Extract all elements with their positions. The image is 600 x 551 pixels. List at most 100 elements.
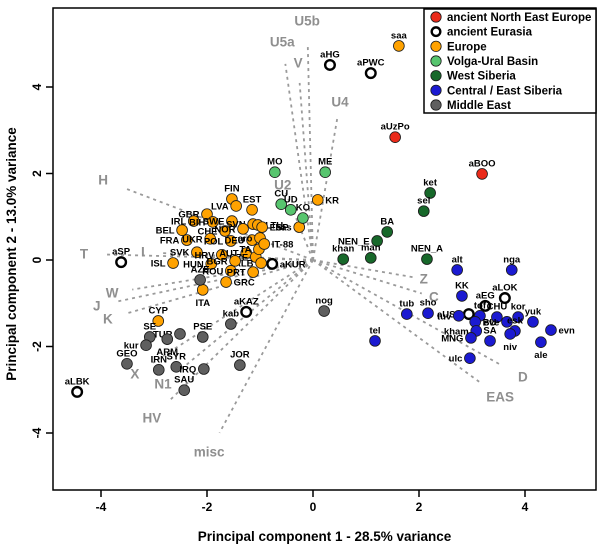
data-point-IT-88 [258,238,271,250]
data-point-label-SA: SA [483,325,496,336]
data-point-PRT [247,266,259,278]
data-point-evn [545,324,557,336]
loading-label-W: W [106,285,119,300]
data-point-JOR [234,359,246,371]
loading-label-EAS: EAS [486,390,514,405]
data-point-label-IRL: IRL [171,217,187,228]
data-point-KR [311,194,324,206]
x-tick-label: 2 [416,500,423,514]
data-point-label-JOR: JOR [230,350,250,361]
data-point-label-FIN: FIN [224,184,239,195]
data-point-label-BEL: BEL [156,226,175,237]
data-point-SA [484,335,496,347]
data-point-label-SVN: SVN [226,220,246,231]
x-tick-label: 4 [522,500,529,514]
data-point-UD [284,204,297,216]
data-point-AZE [194,274,206,286]
data-point-label-bas: bas [275,223,291,234]
legend-item-label: ancient Eurasia [447,27,533,39]
data-point-NOR [237,223,249,235]
legend-item-label: Europe [447,41,487,53]
data-point-aKAZ [240,305,253,318]
data-point-label-ket: ket [423,177,438,188]
data-point-label-aKAZ: aKAZ [234,296,259,307]
data-point-label-LVA: LVA [211,201,229,212]
data-point-UKR [204,233,216,245]
data-point-ulc [464,352,476,364]
data-point-aBOO [476,168,488,180]
loading-label-K: K [103,311,113,326]
data-point-label-MO: MO [267,157,282,168]
data-point-label-aPWC: aPWC [357,58,385,69]
legend-marker-open [430,26,442,38]
loading-labels: U5b U5a V U4 U2 H T I WJK X N1 HV misc ZC D EAS [80,13,528,459]
data-point-ket [424,187,436,199]
data-point-nga [505,264,518,276]
data-point-kab [225,318,237,330]
loading-label-D: D [518,370,528,385]
data-point-niv [504,328,516,340]
legend-item-label: ancient North East Europe [447,12,591,24]
legend-item-label: Central / East Siberia [447,85,563,97]
loading-label-J: J [93,298,101,313]
data-point-label-SYR: SYR [166,351,186,362]
data-point-BGR [229,255,241,267]
loading-label-Z: Z [420,272,428,287]
legend-marker [430,11,442,23]
loading-label-X: X [130,367,139,382]
loading-label-U5b: U5b [294,13,320,28]
data-point-label-LTU: LTU [265,220,283,231]
data-point-label-aKUR: aKUR [280,259,306,270]
data-point-label-aEG: aEG [476,290,495,301]
data-point-ale [535,336,547,348]
loading-line-I [159,252,314,261]
data-point-label-KK: KK [455,280,469,291]
data-point-HRV [216,249,228,261]
data-point-label-aSP: aSP [112,247,131,258]
data-point-label-nog: nog [315,296,333,307]
legend-marker [430,40,442,52]
loading-label-U4: U4 [331,95,349,110]
data-point-tel [369,335,381,347]
data-point-label-kab: kab [223,309,240,320]
legend: ancient North East Europe ancient Eurasia… [423,8,597,114]
legend-marker [430,55,442,67]
data-point-EST [246,204,258,216]
data-point-BIH [207,216,219,228]
data-point-BA [381,226,394,238]
loading-line-Z [312,259,413,279]
loading-line-HV [167,259,314,403]
data-point-label-nga: nga [503,254,521,265]
data-point-label-CU: CU [274,189,288,200]
data-point-label-aro: aro [238,233,253,244]
data-point-KO [297,212,309,224]
data-point-NEN_A [421,253,433,265]
data-point-label-ISL: ISL [151,259,166,270]
data-point-label-CHU: CHU [487,302,508,313]
legend-item: ancient Eurasia [430,26,533,39]
data-point-tuv [452,309,465,322]
data-point-label-tub: tub [399,299,414,310]
data-point-label-ME: ME [318,157,332,168]
data-point-aEG [479,299,492,312]
loading-line-C [312,259,423,295]
data-point-label-yuk: yuk [525,306,542,317]
loading-label-U5a: U5a [270,35,295,50]
data-point-BEL [176,224,188,236]
data-point-man [364,252,377,264]
y-tick-label: -2 [30,341,44,352]
data-point-label-ROU: ROU [202,266,223,277]
legend-item-label: Middle East [447,100,511,112]
legend-box [423,8,597,114]
data-point-ARM [161,333,174,345]
data-point-label-alt: alt [452,254,464,265]
data-point-label-BU: BU [483,317,497,328]
data-point-label-sho: sho [420,298,437,309]
x-axis-title: Principal component 1 - 28.5% variance [198,529,452,544]
